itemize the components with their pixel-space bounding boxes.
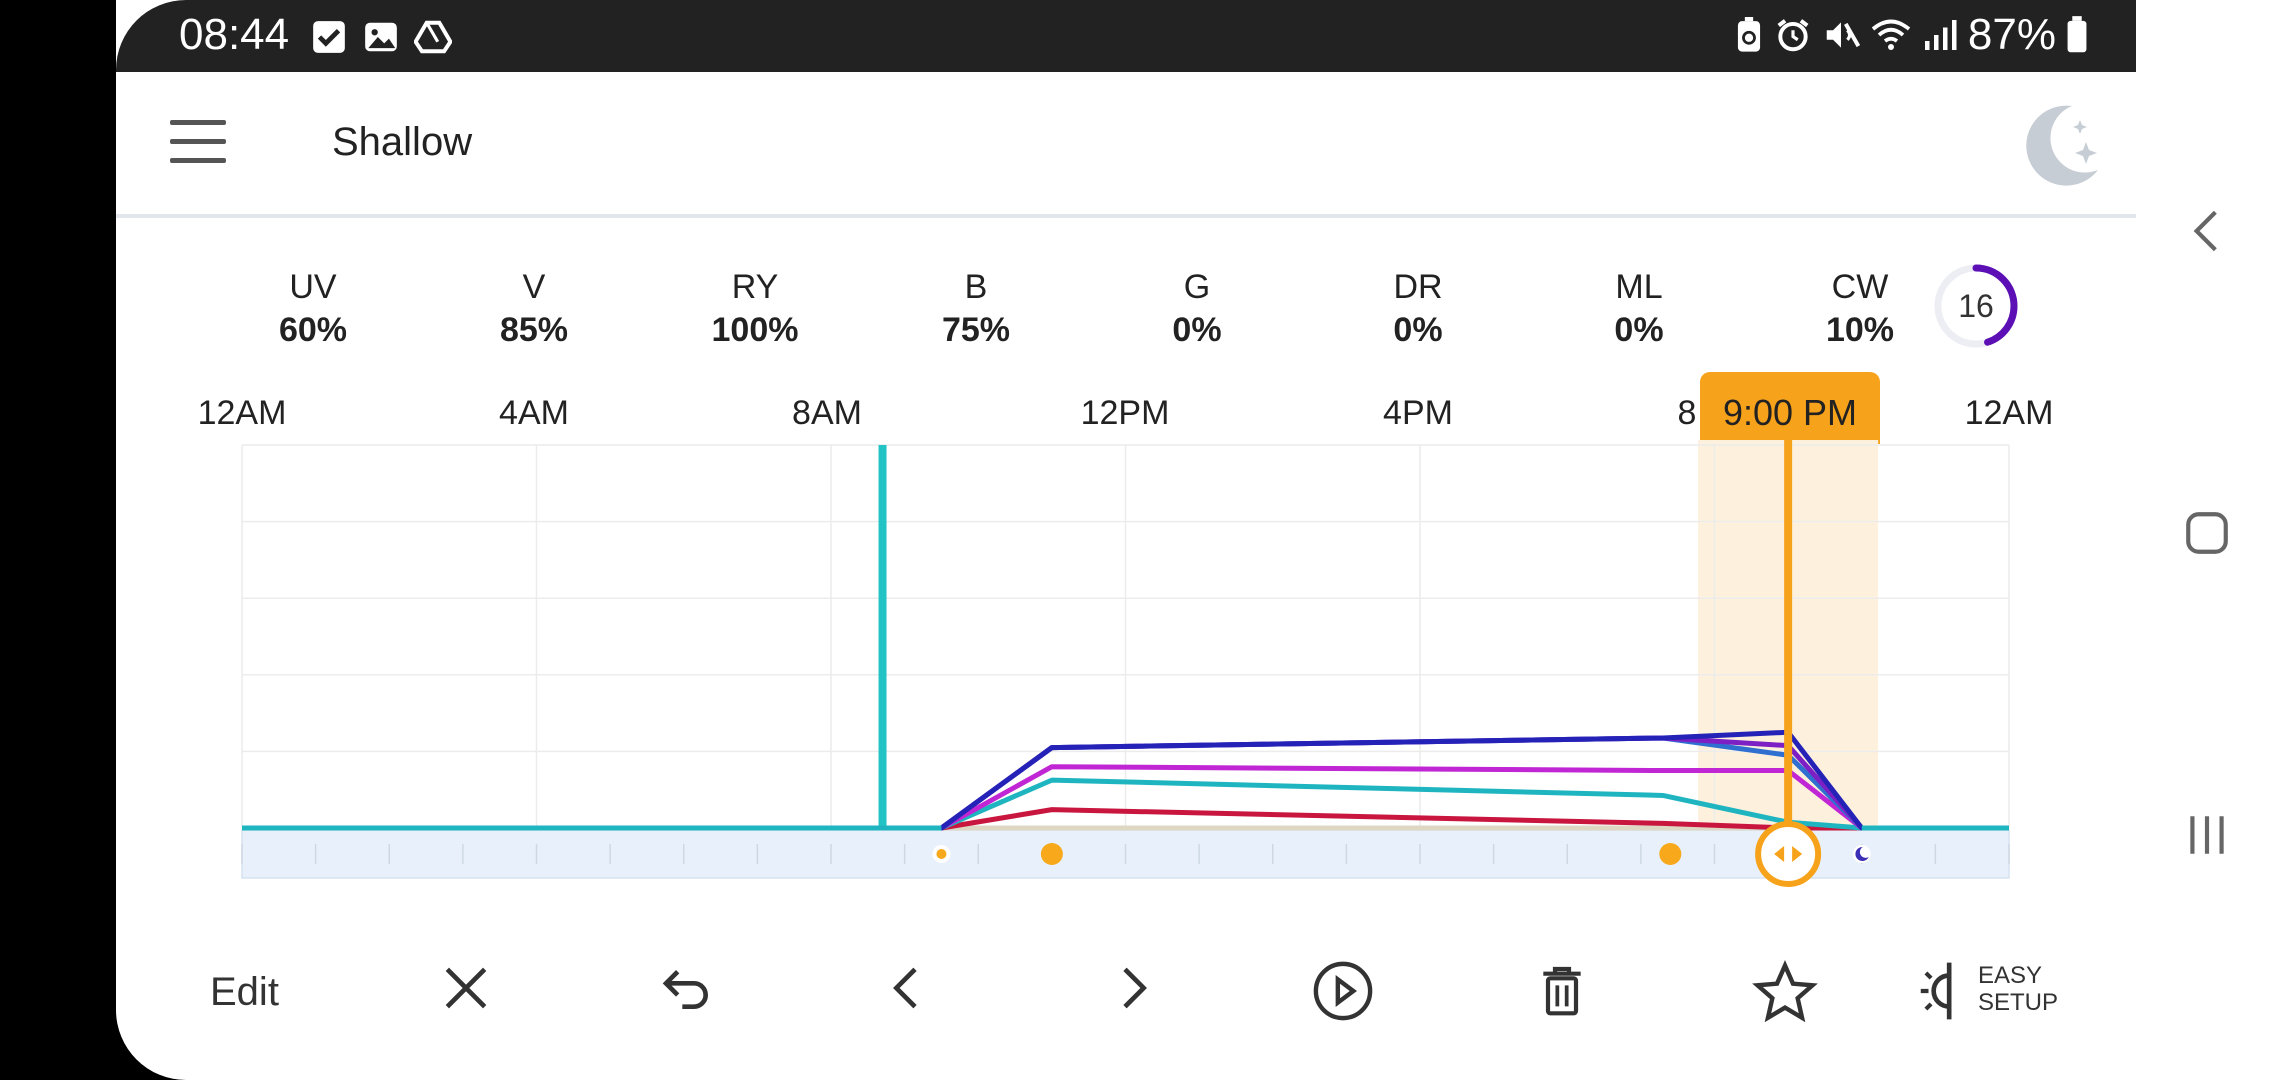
channel-v[interactable]: V 85% bbox=[499, 268, 569, 349]
sun-marker[interactable] bbox=[1040, 843, 1063, 865]
image-icon bbox=[365, 22, 397, 52]
page-title: Shallow bbox=[332, 120, 473, 164]
channel-dr[interactable]: DR 0% bbox=[1393, 268, 1443, 349]
drive-icon bbox=[414, 20, 452, 54]
status-time: 08:44 bbox=[179, 10, 290, 59]
edit-button[interactable]: Edit bbox=[210, 970, 279, 1014]
channel-uv[interactable]: UV 60% bbox=[278, 268, 348, 349]
axis-label-4am: 4AM bbox=[499, 394, 569, 432]
recents-icon[interactable] bbox=[2182, 810, 2232, 860]
handle-right-arrow bbox=[1792, 846, 1803, 862]
easy-setup-icon[interactable] bbox=[1918, 960, 1970, 1022]
sunrise-marker[interactable] bbox=[936, 849, 947, 859]
mute-icon bbox=[1826, 22, 1860, 48]
light-schedule-chart[interactable] bbox=[116, 440, 2136, 910]
app-screen: 08:44 87% Shallow UV 60% V 85% bbox=[116, 0, 2136, 1080]
checkbox-icon bbox=[313, 21, 345, 53]
notification-icons bbox=[310, 18, 452, 56]
favorite-star-icon[interactable] bbox=[1752, 960, 1818, 1026]
play-icon[interactable] bbox=[1312, 960, 1374, 1022]
status-bar: 08:44 87% bbox=[116, 0, 2136, 72]
back-icon[interactable] bbox=[2182, 206, 2232, 256]
signal-icon bbox=[1924, 20, 1957, 50]
channel-ml[interactable]: ML 0% bbox=[1614, 268, 1664, 349]
intensity-progress-ring[interactable]: 16 bbox=[1932, 262, 2020, 350]
axis-label-8pm: 8 bbox=[1677, 394, 1697, 432]
system-status-icons: 87% bbox=[1734, 10, 2088, 60]
easy-setup-label[interactable]: EASY SETUP bbox=[1978, 962, 2059, 1016]
system-nav-bar bbox=[2136, 0, 2280, 1080]
selected-time-handle[interactable] bbox=[1755, 821, 1822, 887]
handle-left-arrow bbox=[1774, 846, 1785, 862]
channel-ry[interactable]: RY 100% bbox=[711, 268, 799, 349]
moon-marker[interactable] bbox=[1855, 846, 1869, 861]
app-bar: Shallow bbox=[116, 72, 2136, 218]
delete-icon[interactable] bbox=[1534, 960, 1590, 1020]
battery-saver-icon bbox=[1737, 17, 1760, 52]
axis-label-8am: 8AM bbox=[792, 394, 862, 432]
channel-b[interactable]: B 75% bbox=[941, 268, 1011, 349]
channel-g[interactable]: G 0% bbox=[1172, 268, 1222, 349]
axis-label-12am: 12AM bbox=[197, 394, 287, 432]
previous-icon[interactable] bbox=[880, 960, 936, 1016]
axis-label-12am-end: 12AM bbox=[1964, 394, 2054, 432]
close-icon[interactable] bbox=[438, 960, 494, 1016]
channel-cw[interactable]: CW 10% bbox=[1825, 268, 1895, 349]
channel-values: UV 60% V 85% RY 100% B 75% G 0% DR 0% ML 0% CW 1… bbox=[116, 268, 2136, 349]
ring-value: 16 bbox=[1958, 288, 1994, 324]
home-icon[interactable] bbox=[2182, 508, 2232, 558]
undo-icon[interactable] bbox=[658, 960, 716, 1016]
bottom-toolbar: Edit EASY SETUP bbox=[116, 930, 2136, 1050]
battery-icon bbox=[2067, 16, 2087, 53]
axis-label-12pm: 12PM bbox=[1080, 394, 1170, 432]
night-mode-moon-icon[interactable] bbox=[2020, 98, 2106, 188]
wifi-icon bbox=[1871, 19, 1911, 50]
sun-marker[interactable] bbox=[1659, 843, 1682, 865]
next-icon[interactable] bbox=[1104, 960, 1160, 1016]
battery-percent: 87% bbox=[1967, 10, 2056, 59]
axis-label-4pm: 4PM bbox=[1383, 394, 1453, 432]
hamburger-menu-icon[interactable] bbox=[170, 120, 226, 164]
selected-time-badge: 9:00 PM bbox=[1700, 372, 1880, 444]
alarm-icon bbox=[1777, 19, 1809, 52]
